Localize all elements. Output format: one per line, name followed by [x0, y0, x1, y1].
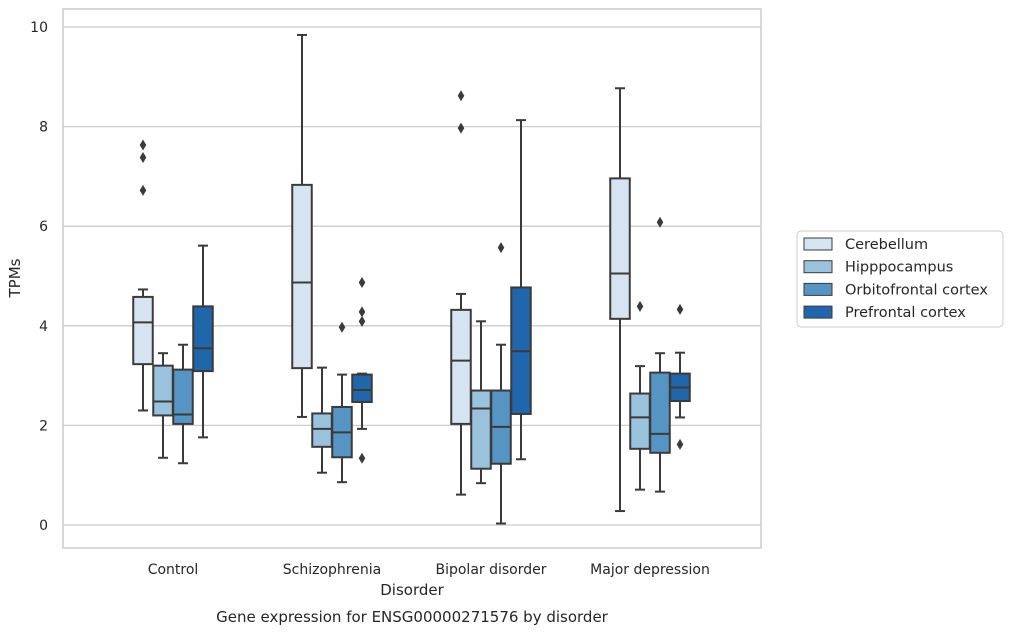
box — [609, 87, 631, 513]
box-iqr — [311, 412, 333, 448]
legend: Cerebellum Hipppocampus Orbitofrontal cort… — [796, 230, 1004, 328]
y-tick-label: 6 — [39, 219, 48, 235]
x-tick-label: Major depression — [590, 562, 710, 578]
box — [490, 242, 512, 525]
legend-swatch — [803, 282, 833, 296]
x-axis-label: Disorder — [380, 581, 444, 599]
box-iqr — [450, 308, 472, 425]
box-iqr — [172, 368, 194, 425]
plot-background — [63, 9, 761, 548]
box — [351, 276, 373, 464]
box — [192, 244, 214, 439]
outlier-point — [636, 300, 644, 312]
box — [172, 343, 194, 465]
box — [669, 303, 691, 450]
box-iqr — [649, 371, 671, 454]
box-iqr — [609, 177, 631, 320]
legend-label: Hipppocampus — [845, 260, 953, 276]
y-tick-label: 10 — [30, 20, 48, 36]
legend-frame — [796, 230, 1004, 328]
series-prefrontal-cortex — [192, 119, 691, 464]
box — [331, 321, 353, 484]
box-iqr — [132, 295, 154, 366]
outlier-point — [656, 216, 664, 228]
outlier-point — [457, 122, 465, 134]
x-tick-label: Schizophrenia — [283, 562, 381, 578]
outlier-point — [676, 438, 684, 450]
outlier-point — [457, 90, 465, 102]
outlier-point — [139, 184, 147, 196]
outlier-point — [139, 139, 147, 151]
outlier-point — [139, 151, 147, 163]
series-hipppocampus — [152, 300, 651, 491]
outlier-point — [358, 276, 366, 288]
x-tick-label: Control — [148, 562, 199, 578]
outlier-point — [358, 306, 366, 318]
y-tick-label: 0 — [39, 518, 48, 534]
box-iqr — [470, 389, 492, 470]
y-tick-labels: 0 2 4 6 8 10 — [30, 20, 48, 534]
y-tick-label: 2 — [39, 418, 48, 434]
outlier-point — [358, 452, 366, 464]
box-iqr — [152, 364, 174, 417]
legend-label: Prefrontal cortex — [845, 305, 966, 321]
outlier-point — [358, 315, 366, 327]
legend-swatch — [803, 305, 833, 319]
outlier-point — [676, 303, 684, 315]
box — [510, 119, 532, 461]
y-tick-label: 8 — [39, 120, 48, 136]
series-cerebellum — [132, 33, 631, 513]
box — [132, 139, 154, 412]
legend-label: Orbitofrontal cortex — [845, 282, 988, 298]
chart-caption: Gene expression for ENSG00000271576 by d… — [216, 608, 609, 626]
series-orbitofrontal-cortex — [172, 216, 671, 525]
grid-lines — [63, 26, 761, 526]
box-iqr — [629, 392, 651, 450]
x-tick-labels: Control Schizophrenia Bipolar disorder Majo… — [148, 562, 710, 578]
box — [450, 90, 472, 496]
y-axis-label: TPMs — [6, 258, 24, 298]
legend-swatch — [803, 237, 833, 251]
box — [291, 33, 313, 418]
outlier-point — [497, 242, 505, 254]
y-tick-label: 4 — [39, 319, 48, 335]
outlier-point — [338, 321, 346, 333]
legend-swatch — [803, 260, 833, 274]
box-iqr — [351, 373, 373, 403]
box — [649, 216, 671, 493]
x-tick-label: Bipolar disorder — [435, 562, 546, 578]
box-series-group — [132, 33, 691, 525]
box-iqr — [291, 183, 313, 370]
legend-label: Cerebellum — [845, 237, 928, 253]
box-iqr — [192, 305, 214, 373]
plot-frame — [62, 8, 762, 549]
